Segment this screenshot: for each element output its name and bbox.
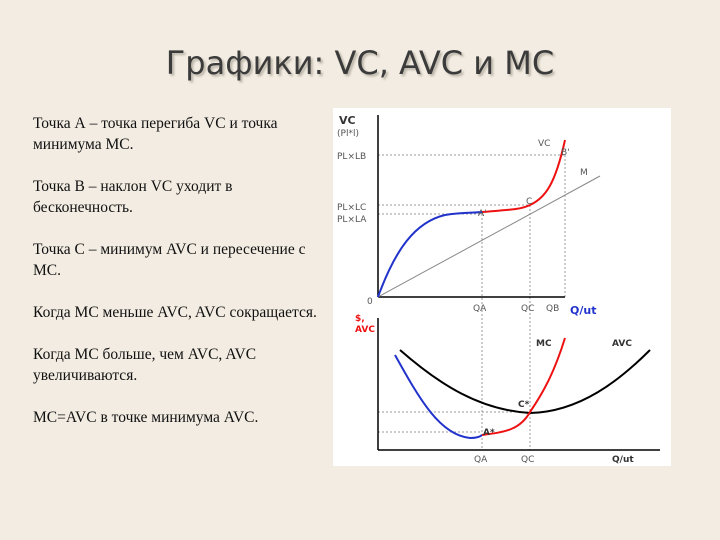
label: QA (474, 455, 488, 465)
mc-curve-blue (394, 354, 483, 440)
guides (378, 154, 566, 450)
diagram: VC (Pl*l) PL×LB PL×LC PL×LA VC B' M C A'… (333, 108, 671, 466)
label: B' (561, 148, 570, 158)
paragraph: Точка А – точка перегиба VC и точка мини… (33, 115, 278, 153)
ray-m (377, 175, 601, 298)
label: (Pl*l) (337, 129, 359, 139)
paragraph: Точка В – наклон VC уходит в бесконечнос… (33, 178, 233, 216)
text-block: Точка А – точка перегиба VC и точка мини… (33, 113, 325, 449)
label: A' (478, 209, 487, 219)
label: Q/ut (612, 455, 634, 465)
label: QA (473, 304, 487, 314)
label: C (526, 197, 532, 207)
label: VC (339, 114, 356, 127)
paragraph: Когда МС больше, чем AVC, AVC увеличиваю… (33, 346, 257, 384)
diagram-bg (333, 108, 671, 466)
label: 0 (367, 297, 373, 307)
mc-curve-red (481, 337, 566, 436)
label: VC (538, 139, 550, 149)
label: $, (355, 314, 365, 324)
vc-curve-blue (377, 211, 483, 298)
vc-curve-red (481, 139, 566, 213)
label: MC (536, 339, 552, 349)
label: QC (521, 455, 534, 465)
paragraph: Точка С – минимум AVC и пересечение с МС… (33, 241, 306, 279)
label: AVC (355, 325, 375, 335)
paragraph: МС=AVC в точке минимума AVC. (33, 409, 259, 426)
label: M (580, 168, 588, 178)
label: AVC (612, 339, 632, 349)
paragraph: Когда МС меньше AVC, AVC сокращается. (33, 304, 317, 321)
label: PL×LA (337, 215, 367, 225)
label: C* (518, 400, 530, 410)
label: QB (546, 304, 559, 314)
label: Q/ut (570, 304, 596, 317)
title: Графики: VC, AVC и MC (165, 44, 555, 82)
label: PL×LC (337, 203, 366, 213)
label: A* (483, 428, 495, 438)
label: QC (521, 304, 534, 314)
axes (377, 115, 660, 451)
label: PL×LB (337, 152, 366, 162)
